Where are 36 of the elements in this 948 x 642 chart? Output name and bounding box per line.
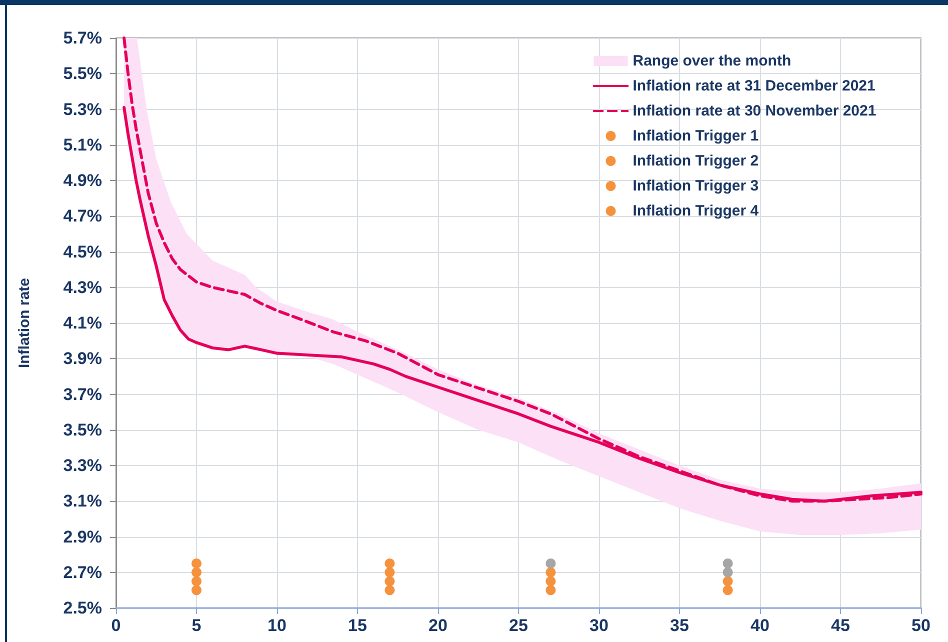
y-tick-label: 3.3% [63,456,102,475]
x-tick-label: 30 [590,616,608,635]
y-tick-label: 2.9% [63,527,102,546]
legend-label: Inflation Trigger 3 [632,178,759,194]
y-axis-title: Inflation rate [16,278,33,368]
legend-label: Inflation Trigger 1 [632,128,759,144]
y-tick-label: 5.1% [63,135,102,154]
legend-label: Inflation Trigger 4 [632,202,760,220]
legend-label: Inflation rate at 31 December 2021 [632,78,876,94]
y-tick-label: 3.7% [63,384,102,404]
x-tick-label: 40 [750,616,770,635]
x-tick-label: 0 [111,616,121,635]
x-tick-label: 25 [509,616,528,635]
x-tick-label: 5 [192,616,202,635]
x-tick-label: 10 [268,616,286,635]
y-tick-label: 4.3% [63,278,102,297]
x-tick-label: 35 [670,616,689,635]
y-tick-label: 5.7% [63,28,102,48]
x-tick-label: 50 [912,616,930,635]
y-tick-label: 4.7% [63,206,102,226]
x-tick-label: 45 [831,616,850,635]
x-tick-label: 15 [348,616,367,635]
legend-label: Inflation rate at 30 November 2021 [632,102,876,120]
y-tick-label: 3.1% [63,492,102,511]
y-tick-label: 3.9% [63,349,102,368]
y-tick-label: 4.9% [63,171,102,190]
y-tick-label: 2.5% [63,598,102,618]
y-tick-label: 4.1% [63,314,102,332]
legend-label: Inflation Trigger 2 [632,152,759,170]
x-tick-label: 20 [428,616,448,635]
y-tick-label: 2.7% [63,562,102,582]
y-tick-label: 5.5% [63,64,102,84]
legend-label: Range over the month [632,52,792,70]
y-tick-label: 4.5% [63,242,102,262]
y-tick-label: 3.5% [63,420,102,440]
y-tick-label: 5.3% [63,100,102,119]
